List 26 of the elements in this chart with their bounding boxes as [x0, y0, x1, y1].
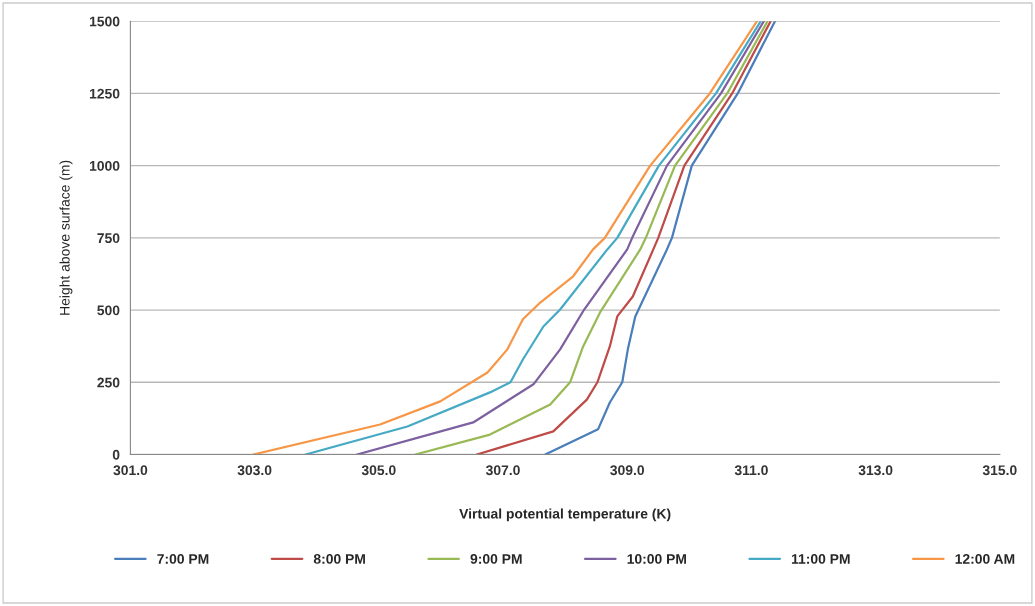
line-series: [475, 21, 772, 455]
x-tick-label: 305.0: [361, 465, 396, 476]
legend-label: 9:00 PM: [470, 554, 522, 564]
y-tick-label: 500: [97, 305, 120, 316]
legend-label: 7:00 PM: [157, 554, 209, 564]
line-series: [414, 21, 769, 455]
legend-label: 8:00 PM: [313, 554, 365, 564]
x-axis-title: Virtual potential temperature (K): [459, 508, 671, 522]
x-tick-label: 303.0: [237, 465, 272, 476]
y-tick-label: 250: [97, 377, 120, 388]
y-tick-label: 1250: [89, 88, 120, 99]
legend-label: 11:00 PM: [791, 554, 850, 564]
y-tick-label: 750: [97, 233, 120, 244]
y-tick-label: 1000: [89, 160, 120, 171]
y-tick-label: 0: [112, 449, 120, 460]
legend-label: 10:00 PM: [627, 554, 686, 564]
y-axis-title: Height above surface (m): [59, 160, 73, 315]
x-tick-label: 311.0: [734, 465, 768, 476]
x-tick-label: 315.0: [982, 465, 1017, 476]
y-tick-label: 1500: [89, 16, 120, 27]
x-tick-label: 301.0: [113, 465, 148, 476]
x-tick-label: 313.0: [858, 465, 893, 476]
x-tick-label: 309.0: [610, 465, 645, 476]
legend-label: 12:00 AM: [955, 554, 1015, 564]
x-tick-label: 307.0: [485, 465, 520, 476]
line-series: [544, 21, 777, 455]
